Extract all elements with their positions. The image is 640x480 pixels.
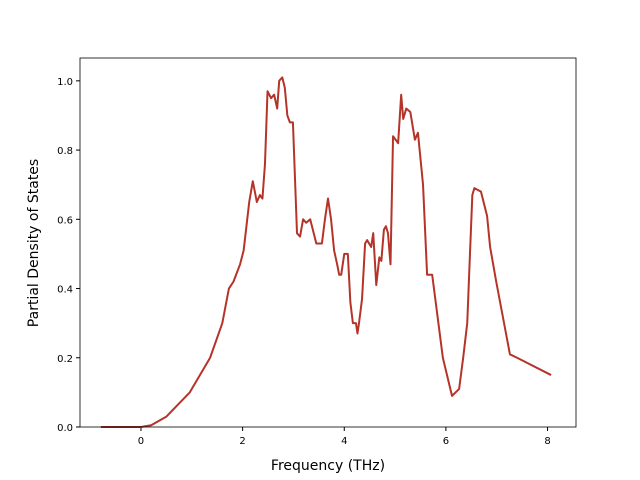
y-tick-label: 0.0	[57, 423, 73, 434]
x-tick-label: 2	[239, 436, 245, 447]
line	[100, 76, 552, 428]
x-tick-label: 8	[544, 436, 550, 447]
y-axis-label: Partial Density of States	[26, 159, 42, 327]
y-tick-label: 0.2	[57, 354, 73, 365]
y-tick-label: 0.6	[57, 215, 73, 226]
x-tick-label: 4	[341, 436, 347, 447]
y-tick-label: 1.0	[57, 77, 73, 88]
x-tick-label: 6	[443, 436, 449, 447]
y-tick-label: 0.8	[57, 146, 73, 157]
x-axis-label: Frequency (THz)	[271, 458, 385, 474]
plot-frame	[79, 57, 577, 428]
x-tick-label: 0	[138, 436, 144, 447]
y-tick-label: 0.4	[57, 285, 73, 296]
